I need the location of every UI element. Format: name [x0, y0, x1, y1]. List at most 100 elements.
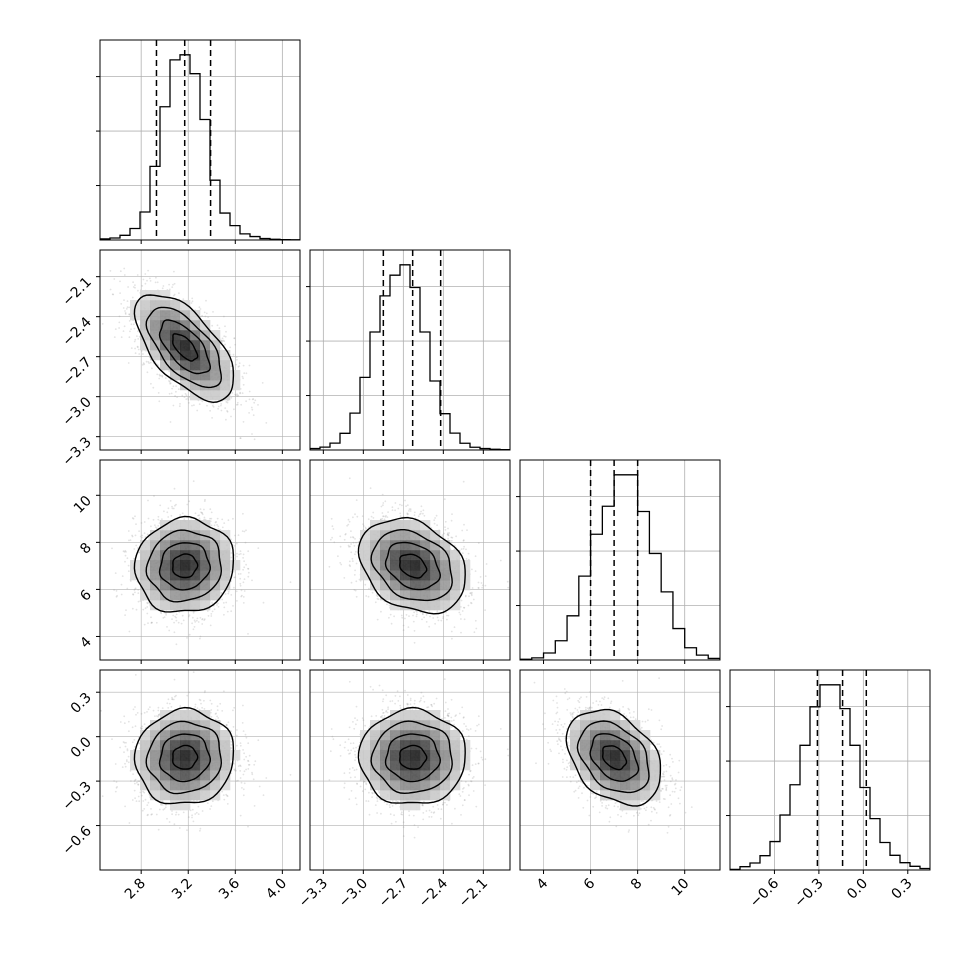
scatter-point: [203, 518, 206, 521]
density-bin: [160, 600, 171, 611]
density-bin: [220, 360, 231, 371]
scatter-point: [225, 601, 228, 604]
scatter-point: [455, 535, 457, 538]
scatter-point: [261, 382, 264, 384]
scatter-point: [125, 609, 127, 611]
scatter-content: [98, 250, 300, 450]
scatter-point: [351, 560, 354, 562]
density-bin: [140, 330, 151, 341]
scatter-point: [211, 404, 214, 407]
scatter-point: [232, 517, 234, 520]
scatter-point: [147, 517, 150, 520]
scatter-point: [188, 396, 191, 399]
scatter-point: [172, 404, 175, 407]
scatter-point: [382, 515, 384, 518]
scatter-point: [252, 414, 255, 417]
scatter-point: [239, 577, 242, 580]
scatter-point: [225, 418, 227, 421]
scatter-point: [193, 404, 195, 407]
scatter-point: [98, 265, 100, 267]
scatter-point: [242, 512, 244, 515]
scatter-point: [129, 580, 132, 582]
scatter-point: [134, 284, 136, 286]
scatter-point: [127, 362, 130, 364]
density-bin: [210, 350, 221, 361]
scatter-point: [177, 621, 180, 624]
density-bin: [170, 600, 181, 611]
scatter-point: [152, 518, 155, 521]
scatter-point: [161, 374, 164, 377]
scatter-point: [225, 401, 228, 403]
density-bin: [140, 580, 151, 591]
scatter-point: [165, 614, 168, 616]
scatter-point: [175, 619, 178, 622]
hist-panel-3: [516, 459, 721, 661]
scatter-point: [137, 589, 140, 591]
density-bin: [180, 330, 191, 341]
scatter-point: [131, 517, 134, 519]
density-bin: [180, 600, 191, 611]
scatter-point: [352, 536, 355, 539]
scatter-point: [227, 592, 230, 595]
scatter-point: [212, 311, 214, 313]
scatter-point: [254, 399, 257, 402]
scatter-point: [120, 593, 123, 596]
scatter-point: [233, 576, 236, 579]
panel-frame: [99, 39, 301, 241]
scatter-point: [137, 289, 139, 292]
scatter-point: [141, 534, 144, 537]
scatter-point: [127, 564, 130, 567]
scatter-point: [240, 403, 243, 406]
scatter-point: [119, 270, 122, 273]
density-bin: [170, 320, 181, 331]
scatter-point: [241, 392, 244, 395]
scatter-point: [460, 631, 462, 634]
scatter-point: [179, 403, 181, 405]
scatter-point: [183, 518, 186, 520]
scatter-point: [245, 372, 248, 375]
scatter-point: [148, 536, 151, 539]
scatter-point: [156, 281, 159, 284]
scatter-point: [233, 554, 236, 556]
scatter-point: [354, 553, 356, 556]
scatter-point: [111, 293, 114, 296]
scatter-point: [168, 629, 171, 632]
scatter-point: [158, 374, 161, 377]
scatter-point: [177, 388, 180, 391]
scatter-point: [238, 553, 241, 556]
density-bin: [210, 530, 221, 541]
scatter-point: [210, 524, 213, 527]
scatter-point: [413, 641, 416, 644]
density-bin: [150, 300, 161, 311]
scatter-point: [128, 630, 131, 633]
scatter-point: [250, 406, 253, 409]
scatter-point: [173, 270, 175, 273]
scatter-point: [145, 360, 148, 363]
scatter-point: [168, 381, 171, 383]
density-bin: [190, 600, 201, 611]
density-bin: [160, 360, 171, 371]
scatter-point: [198, 403, 201, 406]
scatter-point: [146, 606, 149, 608]
scatter-point: [230, 365, 233, 368]
scatter-point: [190, 517, 193, 520]
scatter-point: [135, 608, 138, 611]
density-bin: [190, 570, 201, 581]
scatter-point: [132, 286, 135, 288]
scatter-point: [235, 356, 238, 358]
scatter-point: [212, 402, 215, 405]
density-bin: [210, 570, 221, 581]
scatter-point: [217, 405, 220, 408]
scatter-point: [174, 615, 177, 618]
hist-step-line: [730, 684, 930, 870]
scatter-point: [192, 611, 195, 614]
scatter-point: [224, 407, 227, 409]
scatter-point: [223, 613, 225, 616]
scatter-point: [406, 504, 409, 507]
scatter-point: [247, 568, 250, 570]
scatter-point: [209, 508, 212, 511]
scatter-point: [221, 340, 223, 342]
scatter-point: [245, 563, 248, 566]
scatter-point: [253, 401, 256, 404]
scatter-point: [210, 613, 213, 615]
